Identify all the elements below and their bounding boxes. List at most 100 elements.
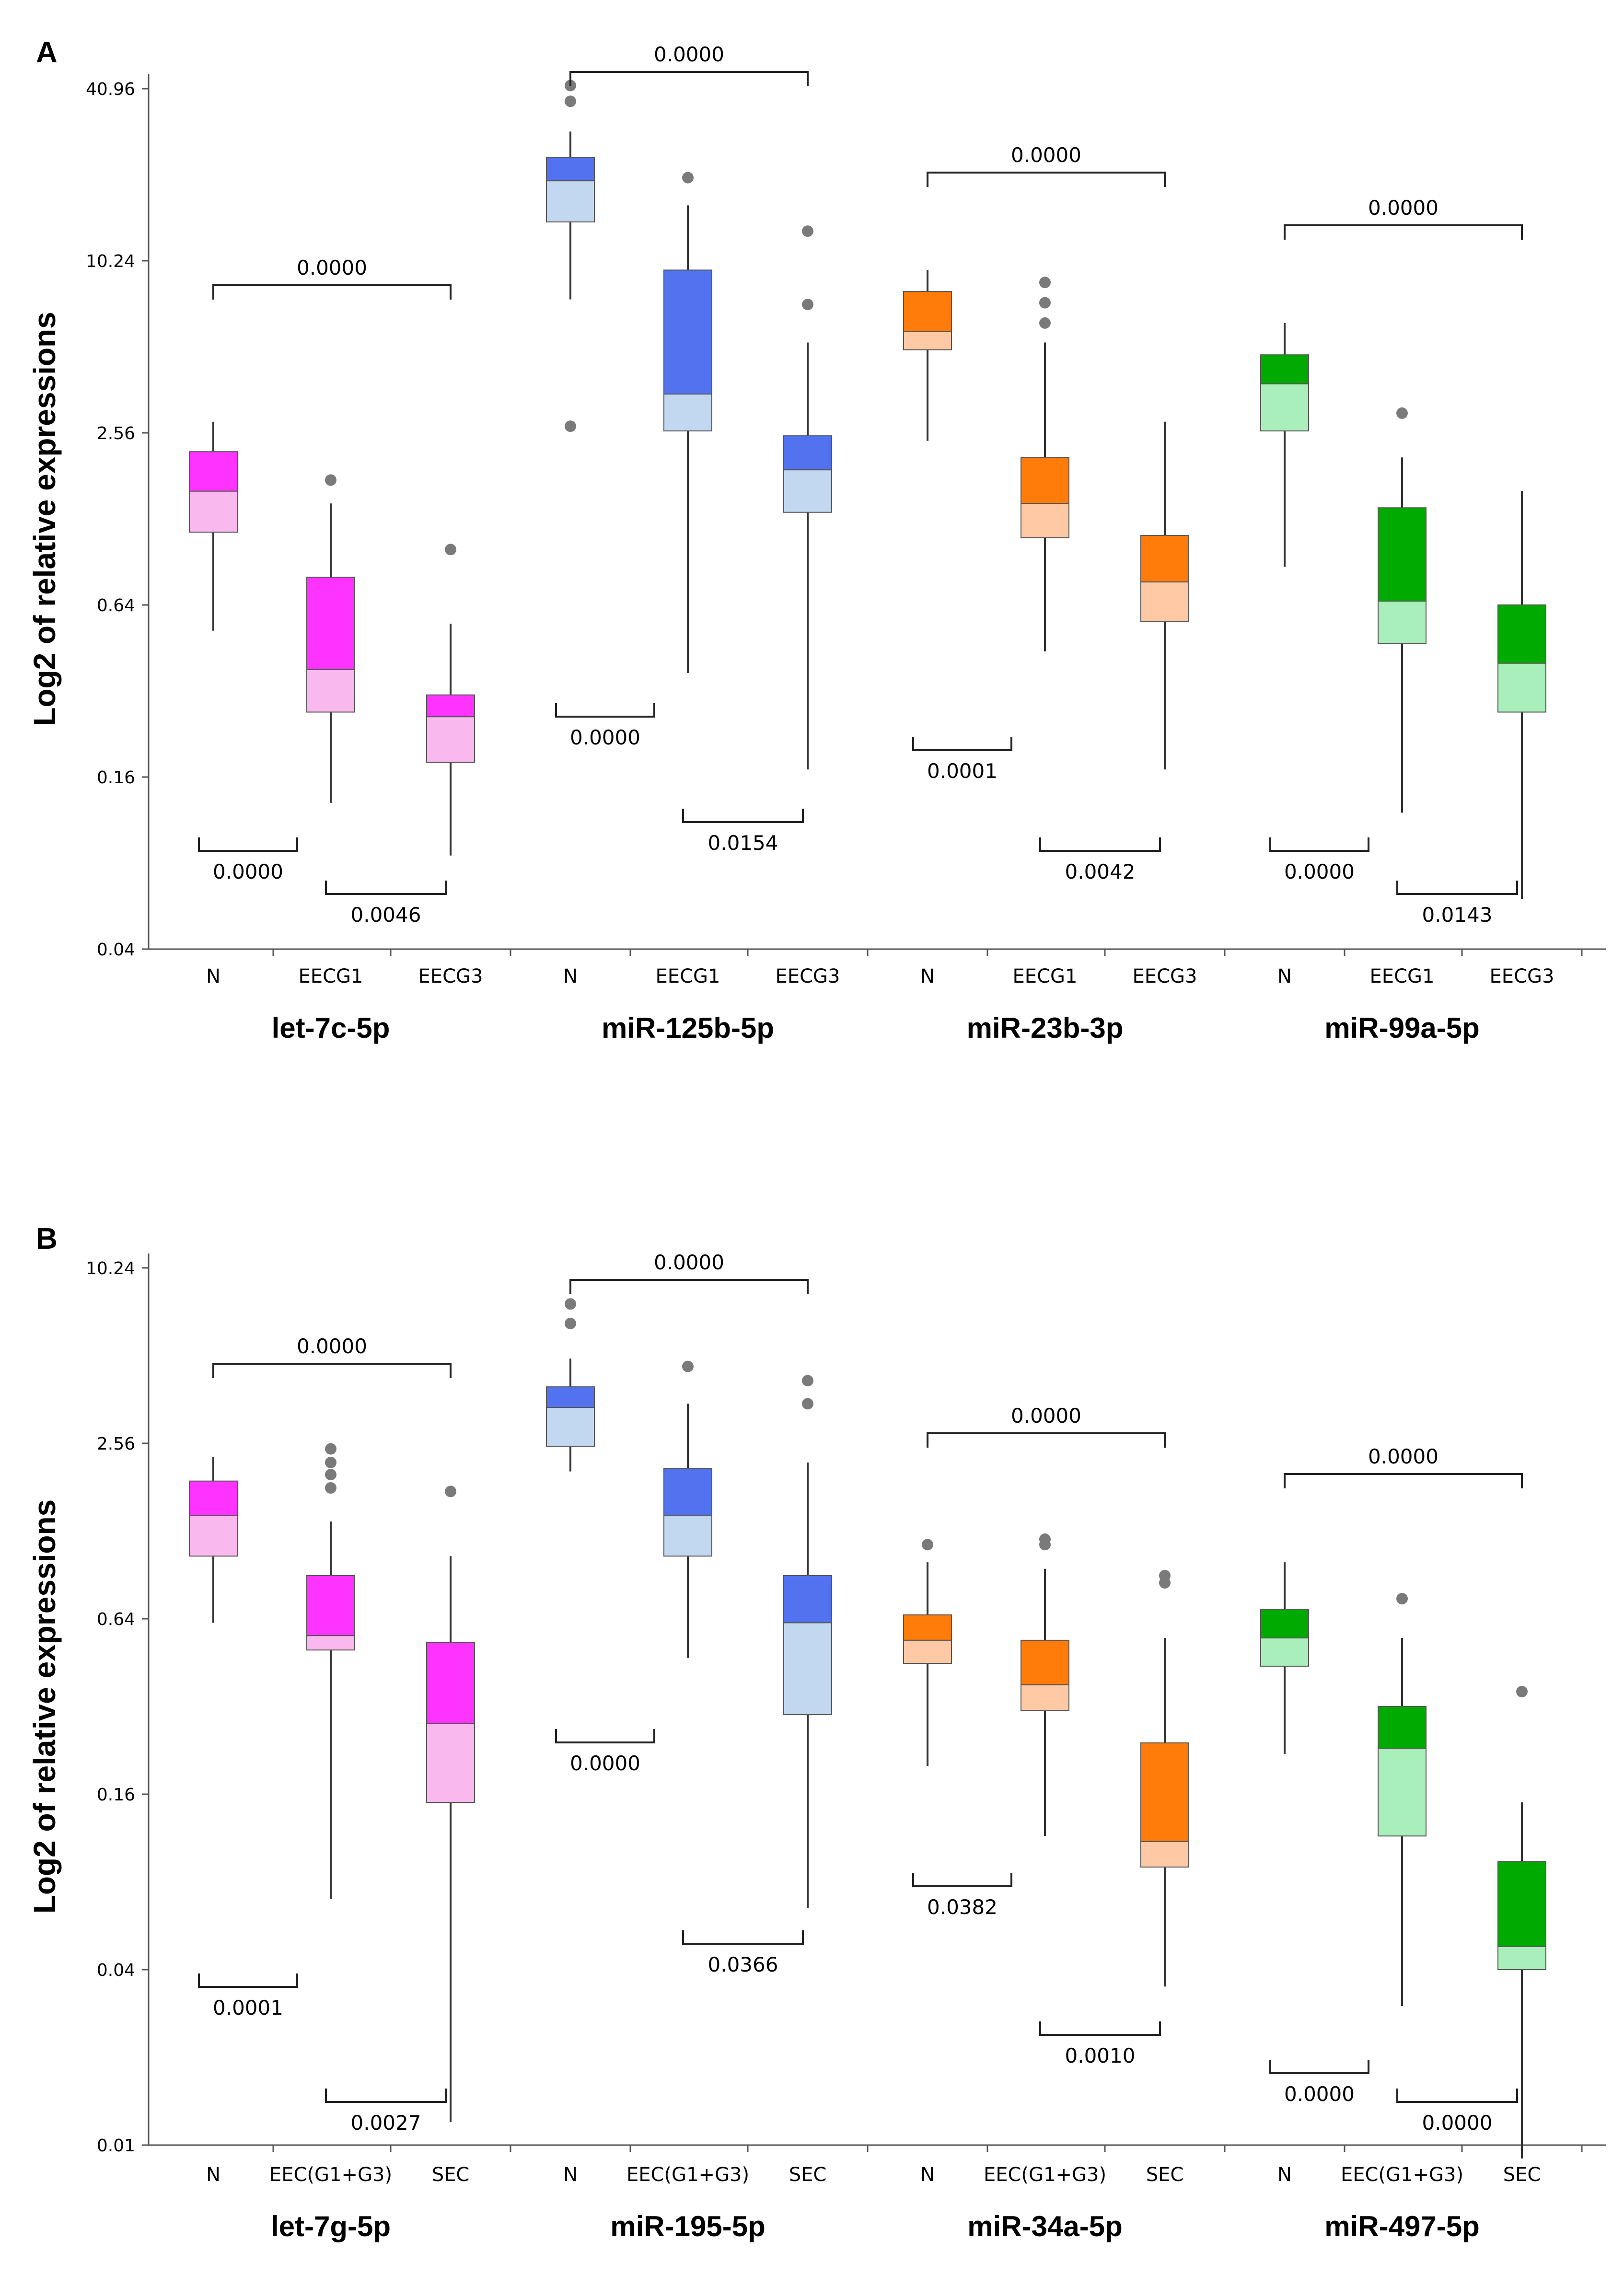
group-name: miR-125b-5p (602, 1012, 774, 1044)
box-upper-quartile (1021, 1639, 1069, 1685)
outlier-point (1396, 1593, 1408, 1605)
group-name: miR-99a-5p (1324, 1012, 1479, 1044)
p-value-low-2: 0.0143 (1422, 903, 1493, 927)
box-upper-quartile (426, 694, 475, 718)
significance-bracket-top (212, 284, 452, 300)
outlier-point (802, 299, 813, 311)
p-value-low-2: 0.0000 (1422, 2111, 1493, 2135)
x-category-label: N (1277, 2164, 1292, 2186)
box-upper-quartile (306, 1575, 355, 1637)
box-lower-quartile (1260, 1637, 1309, 1667)
y-tick-label: 10.24 (86, 252, 135, 271)
x-category-label: EECG1 (656, 965, 720, 987)
p-value-top: 0.0000 (1011, 143, 1081, 167)
group-name: let-7c-5p (272, 1012, 390, 1044)
box-upper-quartile (1497, 1861, 1546, 1947)
outlier-point (565, 95, 576, 107)
y-tick-label: 0.04 (97, 1961, 135, 1980)
box-lower-quartile (189, 490, 238, 533)
p-value-top: 0.0000 (1011, 1404, 1081, 1428)
p-value-top: 0.0000 (1368, 196, 1438, 220)
p-value-low-1: 0.0382 (927, 1895, 998, 1919)
x-category-label: EECG1 (1370, 965, 1435, 987)
x-category-label: EEC(G1+G3) (1341, 2164, 1463, 2186)
outlier-point (565, 1317, 576, 1329)
box-upper-quartile (1140, 535, 1189, 583)
significance-bracket-low-1 (912, 1873, 1012, 1887)
box-upper-quartile (1260, 1609, 1309, 1639)
p-value-low-2: 0.0027 (351, 2111, 421, 2135)
outlier-point (1396, 407, 1408, 419)
outlier-point (565, 1298, 576, 1310)
significance-bracket-low-2 (682, 1930, 804, 1945)
box-upper-quartile (1140, 1742, 1189, 1842)
significance-bracket-top (1284, 224, 1523, 240)
x-category-label: N (920, 965, 935, 987)
box-lower-quartile (783, 1622, 832, 1716)
significance-bracket-low-2 (325, 2089, 447, 2103)
y-axis-label: Log2 of relative expressions (27, 1499, 62, 1914)
outlier-point (325, 1457, 336, 1469)
p-value-low-1: 0.0000 (1284, 860, 1355, 883)
x-category-label: N (563, 965, 578, 987)
box-upper-quartile (1021, 457, 1069, 504)
box-lower-quartile (546, 1407, 595, 1447)
x-category-label: N (563, 2164, 578, 2186)
p-value-low-1: 0.0000 (1284, 2082, 1355, 2106)
panel-letter: B (36, 1222, 58, 1255)
p-value-low-2: 0.0010 (1065, 2044, 1136, 2067)
outlier-point (1159, 1569, 1171, 1581)
group-name: miR-34a-5p (967, 2210, 1122, 2242)
box-lower-quartile (1378, 601, 1427, 644)
x-category-label: EEC(G1+G3) (626, 2164, 749, 2186)
y-tick-label: 0.04 (97, 940, 135, 960)
box-lower-quartile (1497, 662, 1546, 713)
y-tick-label: 0.64 (97, 1610, 135, 1629)
outlier-point (802, 225, 813, 237)
group-name: let-7g-5p (271, 2210, 391, 2242)
box-upper-quartile (546, 1386, 595, 1408)
outlier-point (802, 1375, 813, 1387)
p-value-top: 0.0000 (297, 1335, 367, 1358)
box-upper-quartile (189, 1480, 238, 1516)
x-category-label: N (1277, 965, 1292, 987)
group-name: miR-23b-3p (967, 1012, 1124, 1044)
box-upper-quartile (783, 1575, 832, 1624)
box-upper-quartile (663, 269, 712, 395)
box-upper-quartile (1497, 604, 1546, 664)
x-category-label: EEC(G1+G3) (984, 2164, 1106, 2186)
box-upper-quartile (1378, 1706, 1427, 1749)
y-tick-label: 0.16 (97, 1785, 135, 1805)
y-tick-label: 2.56 (97, 424, 135, 443)
box-upper-quartile (426, 1642, 475, 1724)
panel-b: B 0.01 0.04 0.16 0.64 2.56 10.24 Log2 of relati… (27, 1222, 1606, 2242)
significance-bracket-low-1 (912, 737, 1012, 751)
outlier-point (325, 474, 336, 486)
outlier-point (1516, 1685, 1528, 1697)
p-value-low-1: 0.0001 (213, 1996, 283, 2020)
significance-bracket-top (569, 1279, 809, 1294)
outlier-point (1039, 1533, 1051, 1545)
outlier-point (682, 1360, 694, 1372)
p-value-low-2: 0.0366 (708, 1953, 778, 1976)
y-tick-label: 2.56 (97, 1434, 135, 1454)
box-lower-quartile (1140, 581, 1189, 622)
significance-bracket-low-2 (325, 881, 447, 895)
x-category-label: EECG1 (299, 965, 363, 987)
x-category-label: EECG3 (1133, 965, 1197, 987)
significance-bracket-low-1 (555, 1729, 655, 1743)
box-lower-quartile (1140, 1841, 1189, 1868)
box-lower-quartile (426, 716, 475, 763)
outlier-point (1039, 297, 1051, 309)
outlier-point (445, 544, 456, 556)
y-tick-label: 0.16 (97, 768, 135, 788)
y-tick-label: 40.96 (86, 80, 135, 99)
significance-bracket-low-1 (198, 1973, 298, 1988)
significance-bracket-low-2 (1039, 2021, 1161, 2036)
group-name: miR-497-5p (1324, 2210, 1479, 2242)
box-lower-quartile (663, 394, 712, 431)
box-upper-quartile (306, 577, 355, 670)
x-category-label: EECG3 (776, 965, 840, 987)
p-value-low-1: 0.0001 (927, 759, 998, 783)
significance-bracket-low-2 (682, 809, 804, 823)
